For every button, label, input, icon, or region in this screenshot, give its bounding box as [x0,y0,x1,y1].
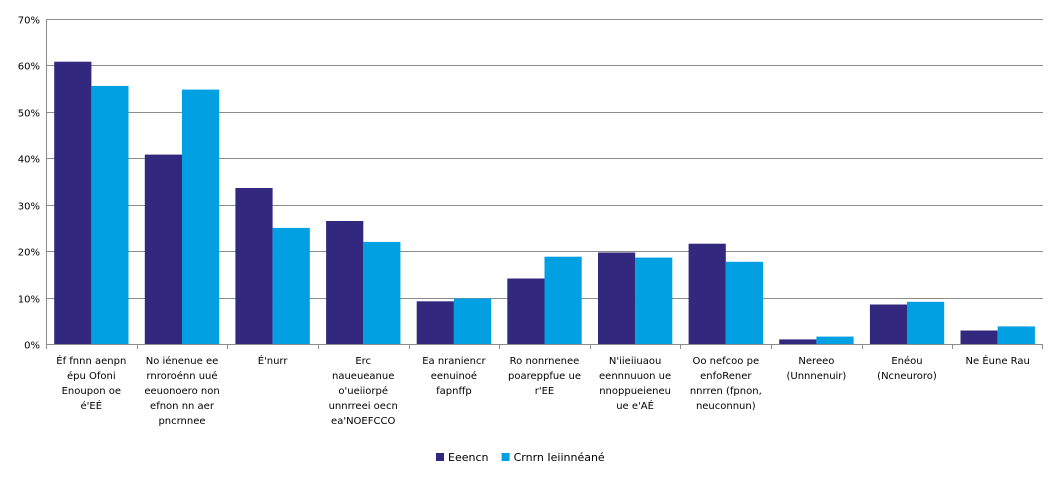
x-category-label: Éf fnnn aenpn épu Ofoni Enoupon oe é'EÉ [56,354,126,412]
y-tick-label: 50% [18,109,40,120]
x-category-label-line: Enéou [891,355,922,367]
bar [91,85,129,345]
x-category-label: Enéou (Ncneuroro) [877,355,937,382]
x-category-label-line: ea'NOEFCCO [331,416,395,427]
x-category-label-line: Nereeo [798,356,834,367]
y-tick-label: 60% [18,62,40,73]
x-category-label-line: é'EÉ [81,399,103,412]
x-category-label-line: r'EE [535,386,555,397]
bar [144,154,182,344]
x-category-label: Ne Éune Rau [966,354,1030,367]
bar [725,261,763,344]
x-category-label-line: Éf fnnn aenpn [56,354,126,367]
x-category-label-line: unnrreei oecn [329,401,398,412]
x-category-label-line: N'iieiiuaou [609,356,661,367]
x-category-label-line: o'ueiiorpé [338,385,388,397]
y-tick-label: 40% [18,155,40,166]
x-category-label-line: rnroroénn uué [146,370,217,382]
y-tick-label: 70% [18,16,40,27]
y-tick-label: 30% [18,202,40,213]
legend-swatch [436,453,444,461]
bar [416,301,454,344]
bar [363,241,401,344]
x-category-label-line: Ro nonrnenee [510,356,580,367]
x-category-label-line: (Ncneuroro) [877,371,937,382]
bar [272,227,310,344]
x-category-label: Erc naueueanue o'ueiiorpé unnrreei oecn ea'N… [329,356,398,427]
x-category-label-line: poareppfue ue [508,371,581,382]
y-tick-label: 20% [18,248,40,259]
x-category-label-line: No iénenue ee [146,355,219,367]
x-category-label: Nereeo (Unnnenuir) [786,356,846,382]
bar [54,61,92,344]
bar [688,243,726,344]
x-category-label-line: fapnffp [436,386,472,397]
x-category-label-line: Ea nraniencr [422,356,486,367]
x-category-label-line: Enoupon oe [62,386,121,397]
x-category-label-line: Oo nefcoo pe [693,356,760,367]
x-category-label: Ro nonrnenee poareppfue ue r'EE [508,356,581,397]
bar [507,278,545,344]
bar [326,221,364,344]
x-category-label-line: épu Ofoni [67,370,116,382]
x-category-label-line: neuconnun) [696,401,756,412]
x-category-label-line: eennnuuon ue [599,371,671,382]
x-category-label-line: Erc [355,356,371,367]
legend-label: Crnrn Ieiinnéané [514,451,605,464]
bar [960,330,998,344]
bar [869,304,908,344]
bar [779,339,817,344]
x-category-label-line: Ne Éune Rau [966,354,1030,367]
y-tick-label: 10% [18,295,40,306]
x-category-label: É'nurr [258,354,289,367]
x-category-label-line: nnoppueieneu [599,386,671,397]
x-category-label-line: pncrnnee [158,416,205,427]
x-category-label-line: É'nurr [258,354,289,367]
x-category-label-line: enfoRener [700,371,752,382]
bar [598,252,636,344]
x-category-label-line: (Unnnenuir) [786,371,846,382]
x-category-label: N'iieiiuaou eennnuuon ue nnoppueieneu ue e'… [599,356,671,412]
y-tick-label: 0% [24,341,40,352]
legend-swatch [501,453,510,461]
bar [235,188,273,344]
x-category-label-line: eeuonoero non [144,386,219,397]
bar [453,298,492,344]
legend-label: Eeencn [448,451,489,464]
x-category-label-line: ue e'AÉ [616,399,654,412]
x-category-label-line: efnon nn aer [150,401,215,412]
bar [907,301,945,345]
bar [182,89,220,344]
x-category-label-line: eenuinoé [431,370,477,382]
x-category-label-line: naueueanue [332,371,394,382]
bar [635,257,673,344]
x-category-label: Oo nefcoo pe enfoRener nnrren (fpnon, neuco… [690,356,762,412]
bar [997,326,1035,344]
x-category-label: Ea nraniencr eenuinoé fapnffp [422,356,486,397]
bar [544,256,582,344]
x-category-label-line: nnrren (fpnon, [690,386,762,397]
x-category-label: No iénenue ee rnroroénn uué eeuonoero non e… [144,355,219,427]
bar [816,336,854,344]
